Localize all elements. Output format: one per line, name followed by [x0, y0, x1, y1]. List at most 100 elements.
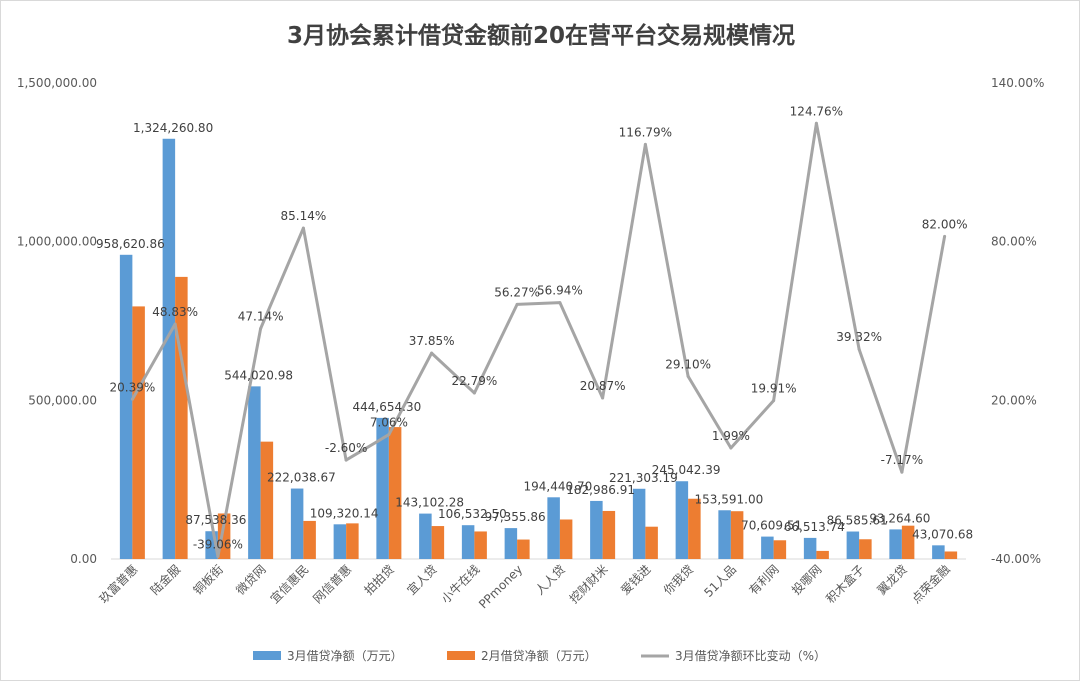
bar-march [889, 529, 902, 559]
x-tick-label: 玖富普惠 [96, 562, 141, 607]
x-tick-label: 挖财财米 [566, 562, 611, 607]
bar-march [803, 537, 817, 559]
bar-march [504, 528, 518, 559]
line-point [772, 399, 776, 403]
bar-march [119, 254, 133, 559]
x-tick-label: 爱钱进 [617, 562, 653, 598]
bar-february [944, 551, 958, 559]
x-tick-label: 微贷网 [233, 562, 268, 597]
line-series [130, 121, 947, 559]
line-point [686, 374, 690, 378]
bar-value-label: 97,355.86 [485, 510, 546, 524]
bar-february [688, 498, 701, 559]
legend-swatch [447, 651, 475, 660]
x-tick-label: 点荣金融 [908, 562, 953, 607]
bar-value-label: 153,591.00 [695, 492, 764, 506]
line-point [814, 121, 818, 125]
pct-value-label: 37.85% [409, 334, 455, 348]
x-tick-label: 你我贷 [661, 562, 696, 597]
bar-march [547, 497, 560, 559]
bar-february [388, 427, 402, 559]
legend-label: 2月借贷净额（万元） [481, 649, 597, 663]
bar-february [346, 523, 359, 559]
x-tick-label: 小牛在线 [438, 562, 483, 607]
pct-value-label: 29.10% [665, 357, 711, 371]
x-tick-label: 铜板街 [190, 562, 226, 598]
bar-february [303, 520, 316, 559]
line-point [729, 446, 733, 450]
bar-value-label: 1,324,260.80 [133, 121, 213, 135]
right-axis-tick-label: -40.00% [991, 552, 1041, 566]
left-axis-tick-label: 500,000.00 [28, 393, 97, 407]
right-axis-tick-label: 20.00% [991, 393, 1037, 407]
line-point [344, 458, 348, 462]
bar-march [846, 531, 860, 559]
line-point [259, 327, 263, 331]
bar-value-label: 221,303.19 [609, 471, 678, 485]
pct-value-label: 56.27% [494, 285, 540, 299]
left-axis-tick-label: 1,000,000.00 [17, 235, 97, 249]
right-axis-tick-label: 80.00% [991, 235, 1037, 249]
bar-series [119, 138, 958, 560]
pct-value-label: 48.83% [152, 305, 198, 319]
bar-february [859, 539, 872, 559]
bar-march [590, 500, 603, 559]
pct-value-label: 19.91% [751, 382, 797, 396]
bar-february [559, 519, 573, 559]
bar-february [602, 510, 616, 559]
bar-value-label: 194,440.70 [524, 479, 593, 493]
pct-value-label: 56.94% [537, 284, 583, 298]
line-point [301, 226, 305, 230]
bar-march [419, 513, 432, 559]
x-tick-label: PPmoney [476, 562, 525, 611]
line-point [900, 470, 904, 474]
line-point [558, 301, 562, 305]
line-point [430, 351, 434, 355]
x-tick-label: 陆金服 [147, 562, 183, 598]
bar-value-labels: 958,620.86 1,324,260.80 87,538.36 544,020.9… [96, 121, 973, 542]
bar-march [290, 488, 304, 559]
bar-march [675, 481, 689, 559]
bar-value-label: 222,038.67 [267, 471, 336, 485]
pct-value-label: 20.87% [580, 379, 626, 393]
pct-value-label: 22.79% [451, 374, 497, 388]
right-axis-tick-label: 140.00% [991, 76, 1044, 90]
x-tick-label: 51人品 [701, 562, 739, 600]
pct-value-label: 85.14% [280, 209, 326, 223]
line-point [943, 234, 947, 238]
line-point [643, 142, 647, 146]
line-point [601, 396, 605, 400]
bar-february [431, 526, 445, 559]
bar-value-label: 86,585.61 [827, 514, 888, 528]
line-point [472, 391, 476, 395]
bar-value-label: 444,654.30 [353, 400, 422, 414]
bar-february [645, 526, 658, 559]
bar-value-label: 109,320.14 [310, 506, 379, 520]
x-tick-label: 拍拍贷 [361, 562, 397, 598]
bar-value-label: 544,020.98 [224, 368, 293, 382]
x-tick-label: 人人贷 [533, 562, 568, 597]
x-tick-label: 有利网 [746, 562, 781, 597]
legend: 3月借贷净额（万元） 2月借贷净额（万元） 3月借贷净额环比变动（%） [253, 648, 826, 663]
x-tick-label: 网信普惠 [310, 562, 354, 606]
bar-value-label: 106,532.50 [438, 507, 507, 521]
bar-february [901, 525, 915, 559]
x-tick-label: 投哪网 [788, 562, 824, 598]
bar-march [333, 524, 347, 559]
x-tick-label: 宜信惠民 [267, 562, 312, 607]
legend-label: 3月借贷净额环比变动（%） [675, 648, 826, 663]
left-axis-tick-label: 0.00 [70, 552, 97, 566]
bar-february [816, 550, 829, 559]
legend-label: 3月借贷净额（万元） [287, 649, 403, 663]
bar-value-label: 958,620.86 [96, 237, 165, 251]
line-point [173, 322, 177, 326]
left-axis-tick-label: 1,500,000.00 [17, 76, 97, 90]
line-point [515, 302, 519, 306]
legend-swatch [253, 651, 281, 660]
pct-value-label: -2.60% [325, 441, 367, 455]
bar-value-label: 87,538.36 [185, 513, 246, 527]
line-point [857, 347, 861, 351]
